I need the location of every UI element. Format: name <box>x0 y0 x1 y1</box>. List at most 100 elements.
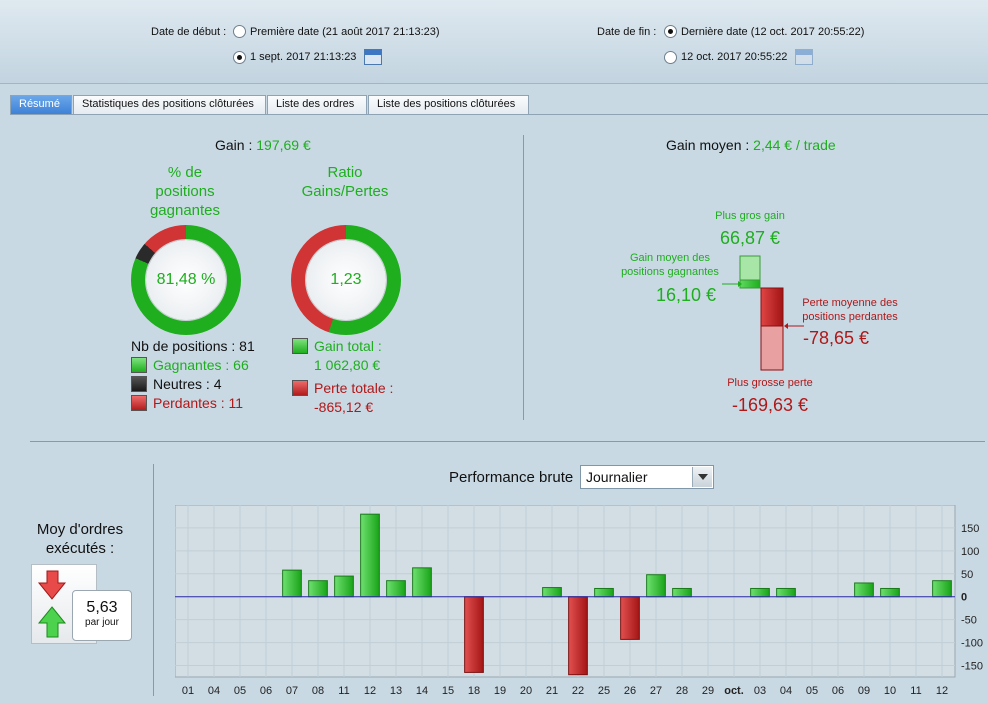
gain-summary: Gain : 197,69 € <box>215 137 311 153</box>
chart-y-tick-label: -50 <box>961 615 977 627</box>
chart-bar <box>880 587 900 598</box>
chart-x-tick-label: 03 <box>754 685 766 697</box>
end-last-date-radio[interactable] <box>664 25 677 38</box>
avg-gain-summary: Gain moyen : 2,44 € / trade <box>666 137 836 153</box>
start-custom-date-option[interactable]: 1 sept. 2017 21:13:23 <box>250 51 357 63</box>
chart-x-tick-label: 10 <box>884 685 896 697</box>
end-last-date-option[interactable]: Dernière date (12 oct. 2017 20:55:22) <box>681 26 865 38</box>
gain-total-value: 1 062,80 € <box>314 357 381 373</box>
max-gain-label: Plus gros gain <box>715 210 785 222</box>
winners-legend-icon <box>131 357 147 373</box>
chart-y-tick-label: 150 <box>961 523 979 535</box>
chart-bar <box>334 575 354 598</box>
end-custom-date-radio[interactable] <box>664 51 677 64</box>
start-first-date-radio[interactable] <box>233 25 246 38</box>
chart-x-tick-label: 11 <box>338 685 349 697</box>
losers-legend-icon <box>131 395 147 411</box>
avg-loss-arrow-head <box>784 323 788 329</box>
chart-x-tick-label: 25 <box>598 685 610 697</box>
chart-x-tick-label: 13 <box>390 685 402 697</box>
avg-loss-value: -78,65 € <box>803 328 870 348</box>
max-gain-value: 66,87 € <box>719 228 781 248</box>
avg-gain-loss-diagram <box>722 255 804 371</box>
ratio-value: 1,23 <box>306 240 386 320</box>
gain-total-legend-icon <box>292 338 308 354</box>
tab-resume[interactable]: Résumé <box>10 95 72 115</box>
chart-bar <box>932 580 952 598</box>
start-first-date-option[interactable]: Première date (21 août 2017 21:13:23) <box>250 26 440 38</box>
chart-x-tick-label: 12 <box>936 685 948 697</box>
avg-win-label: Gain moyen des positions gagnantes <box>600 251 740 279</box>
end-calendar-icon[interactable] <box>795 49 813 65</box>
chart-bar <box>568 596 588 676</box>
avg-loss-label: Perte moyenne des positions perdantes <box>795 296 905 324</box>
winners-count: Gagnantes : 66 <box>153 357 249 373</box>
orders-per-day-value: 5,63 <box>86 599 118 616</box>
max-loss-label: Plus grosse perte <box>727 377 813 389</box>
avg-win-bar <box>739 279 761 289</box>
chart-bar <box>386 580 406 598</box>
start-calendar-icon[interactable] <box>364 49 382 65</box>
ratio-title: Ratio Gains/Pertes <box>290 163 400 201</box>
section-divider <box>153 464 154 696</box>
chart-x-tick-label: 06 <box>260 685 272 697</box>
tab-closed-position-stats[interactable]: Statistiques des positions clôturées <box>73 95 266 114</box>
tab-closed-positions-list[interactable]: Liste des positions clôturées <box>368 95 529 114</box>
date-range-bar: Date de début : Première date (21 août 2… <box>0 0 988 84</box>
chart-bar <box>360 513 380 598</box>
chart-x-tick-label: 05 <box>234 685 246 697</box>
chart-bar <box>542 587 562 598</box>
chart-x-tick-label: 12 <box>364 685 376 697</box>
chart-y-tick-label: -150 <box>961 661 983 673</box>
chart-x-tick-label: 28 <box>676 685 688 697</box>
avg-loss-label-line: Perte moyenne des <box>802 297 898 309</box>
chart-bar <box>308 580 328 598</box>
chart-x-tick-label: 06 <box>832 685 844 697</box>
chart-x-tick-label: 04 <box>208 685 220 697</box>
avg-win-label-line: positions gagnantes <box>621 266 719 278</box>
chart-bar <box>750 587 770 598</box>
avg-win-arrow-head <box>738 281 742 287</box>
chart-bar <box>776 587 796 598</box>
neutral-count: Neutres : 4 <box>153 376 222 392</box>
avg-loss-bar <box>760 287 784 327</box>
chart-x-tick-label: 11 <box>910 685 921 697</box>
chart-x-tick-label: 27 <box>650 685 662 697</box>
orders-per-day-badge: 5,63 par jour <box>72 590 132 641</box>
chart-x-tick-label: 29 <box>702 685 714 697</box>
chart-y-tick-label: 100 <box>961 546 979 558</box>
start-date-label: Date de début : <box>151 26 227 38</box>
orders-title-line: Moy d'ordres <box>36 521 124 538</box>
chart-x-tick-label: 07 <box>286 685 298 697</box>
chart-x-tick-label: 15 <box>442 685 454 697</box>
chart-bar <box>594 587 614 598</box>
chart-bar <box>282 569 302 598</box>
chart-x-tick-label: 04 <box>780 685 792 697</box>
avg-loss-label-line: positions perdantes <box>802 311 898 323</box>
avg-win-value: 16,10 € <box>656 285 717 305</box>
chart-x-tick-label: 05 <box>806 685 818 697</box>
chevron-down-icon[interactable] <box>692 467 712 487</box>
end-custom-date-option[interactable]: 12 oct. 2017 20:55:22 <box>681 51 788 63</box>
chart-y-tick-label: -100 <box>961 638 983 650</box>
win-rate-title-line: gagnantes <box>149 202 221 219</box>
max-gain-bar <box>739 255 761 281</box>
loss-total-label: Perte totale : <box>314 380 394 396</box>
positions-count: Nb de positions : 81 <box>131 338 255 354</box>
start-custom-date-radio[interactable] <box>233 51 246 64</box>
ratio-title-line: Gains/Pertes <box>301 183 389 200</box>
chart-bar <box>464 596 484 673</box>
period-select[interactable]: Journalier <box>580 465 714 489</box>
section-divider <box>30 441 985 442</box>
chart-x-tick-label: 22 <box>572 685 584 697</box>
chart-y-tick-label: 0 <box>961 592 967 604</box>
gain-value: 197,69 € <box>256 137 311 153</box>
chart-bar <box>412 567 432 598</box>
period-select-value: Journalier <box>586 469 648 485</box>
up-down-arrows-icon <box>37 570 67 638</box>
win-rate-value: 81,48 % <box>146 240 226 320</box>
tab-orders-list[interactable]: Liste des ordres <box>267 95 367 114</box>
chart-bar <box>672 587 692 598</box>
max-loss-value: -169,63 € <box>731 395 809 415</box>
gain-label: Gain : <box>215 137 253 153</box>
